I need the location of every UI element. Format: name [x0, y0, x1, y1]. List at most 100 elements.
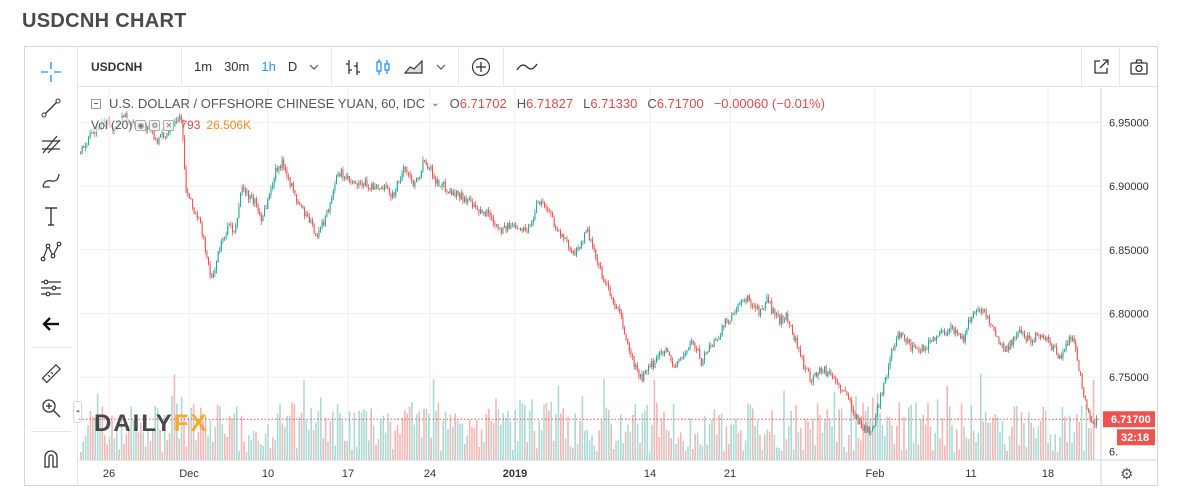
candle-body: [435, 177, 437, 184]
add-indicator-icon[interactable]: [465, 57, 497, 77]
prediction-icon[interactable]: [25, 273, 77, 303]
volume-bar: [653, 379, 656, 460]
candle-body: [963, 336, 965, 343]
volume-bar: [504, 417, 507, 460]
remove-close-icon[interactable]: ✕: [163, 119, 175, 131]
volume-bar: [209, 420, 212, 460]
pattern-icon[interactable]: [25, 237, 77, 267]
candle-body: [193, 207, 195, 213]
candle-body: [1052, 346, 1054, 350]
candle-body: [600, 265, 602, 268]
chart-settings-gear-icon[interactable]: ⚙: [1120, 466, 1133, 483]
candle-body: [953, 327, 955, 334]
candle-body: [846, 391, 848, 395]
crosshair-icon[interactable]: [25, 57, 77, 87]
candle-body: [436, 179, 438, 184]
volume-bar: [480, 429, 483, 460]
magnet-icon[interactable]: [25, 443, 77, 473]
interval-1m[interactable]: 1m: [194, 59, 213, 74]
interval-1h[interactable]: 1h: [261, 59, 276, 74]
chart-pane[interactable]: 6.95000 6.90000 6.85000 6.80000 6.75000 6. 6.7…: [79, 88, 1157, 485]
candle-body: [280, 166, 282, 168]
volume-bar: [298, 416, 300, 460]
candle-body: [729, 320, 731, 323]
volume-bar: [108, 437, 111, 460]
candle-body: [790, 324, 792, 327]
popout-icon[interactable]: [1081, 46, 1119, 87]
volume-bar: [641, 413, 644, 460]
candle-body: [849, 398, 851, 401]
candle-body: [376, 184, 378, 187]
volume-bar: [941, 418, 944, 460]
candle-body: [536, 202, 538, 213]
candle-body: [1041, 335, 1043, 338]
legend-chevron-icon[interactable]: ⌄: [431, 98, 440, 109]
candle-body: [507, 223, 509, 231]
settings-gear-icon[interactable]: ⚙: [149, 119, 161, 131]
volume-bar: [416, 414, 418, 460]
volume-bar: [663, 411, 665, 460]
candle-body: [401, 173, 403, 180]
candle-body: [281, 159, 283, 168]
legend-collapse-icon[interactable]: [91, 98, 101, 109]
volume-bar: [744, 440, 747, 460]
volume-bar: [413, 424, 416, 460]
candle-body: [204, 237, 206, 252]
volume-bar: [128, 425, 130, 460]
candle-body: [531, 222, 533, 227]
candle-body: [532, 219, 534, 223]
volume-bar: [944, 445, 946, 460]
volume-bar: [617, 439, 620, 460]
bars-style-icon[interactable]: [338, 58, 368, 76]
candle-body: [228, 224, 230, 226]
style-dropdown-chevron-icon[interactable]: [430, 63, 452, 71]
candle-body: [411, 176, 413, 181]
candle-body: [977, 309, 979, 311]
visibility-eye-icon[interactable]: ◉: [135, 119, 147, 131]
zoom-in-icon[interactable]: [25, 393, 77, 423]
volume-bar: [106, 444, 108, 460]
volume-bar: [370, 408, 372, 460]
interval-d[interactable]: D: [287, 59, 298, 74]
candle-body: [422, 160, 424, 171]
volume-bar: [101, 406, 104, 460]
area-style-icon[interactable]: [398, 58, 430, 76]
brush-icon[interactable]: [25, 165, 77, 195]
interval-30m[interactable]: 30m: [224, 59, 250, 74]
trend-line-icon[interactable]: [25, 93, 77, 123]
candle-body: [785, 313, 787, 321]
back-arrow-icon[interactable]: [25, 309, 77, 339]
ruler-icon[interactable]: [25, 359, 77, 389]
volume-bar: [96, 393, 99, 460]
candle-body: [865, 425, 867, 433]
candle-body: [958, 333, 960, 335]
volume-bar: [545, 402, 548, 460]
candle-body: [1070, 336, 1072, 341]
candle-body: [908, 339, 910, 343]
candles-style-icon[interactable]: [368, 58, 398, 76]
volume-bar: [89, 411, 92, 460]
fibonacci-icon[interactable]: [25, 129, 77, 159]
candle-body: [968, 319, 970, 329]
compare-icon[interactable]: [510, 60, 544, 74]
candle-body: [878, 406, 880, 408]
symbol-selector[interactable]: USDCNH: [78, 46, 182, 87]
candle-body: [1065, 343, 1067, 350]
candle-body: [452, 192, 454, 195]
volume-bar: [320, 397, 322, 460]
text-icon[interactable]: [25, 201, 77, 231]
volume-bar: [1052, 450, 1054, 460]
price-chart[interactable]: 6.95000 6.90000 6.85000 6.80000 6.75000 6. 6.7…: [79, 88, 1157, 485]
candle-body: [296, 194, 298, 202]
collapse-toolbar-button[interactable]: ◂: [73, 401, 82, 423]
interval-dropdown-chevron-icon[interactable]: [303, 63, 325, 71]
candle-body: [1009, 340, 1011, 350]
camera-icon[interactable]: [1119, 46, 1157, 87]
volume-bar: [977, 432, 980, 460]
candle-body: [361, 182, 363, 186]
candle-body: [308, 215, 310, 223]
candle-body: [755, 306, 757, 309]
candle-body: [270, 187, 272, 195]
candle-body: [1064, 349, 1066, 352]
volume-bar: [1042, 406, 1044, 460]
